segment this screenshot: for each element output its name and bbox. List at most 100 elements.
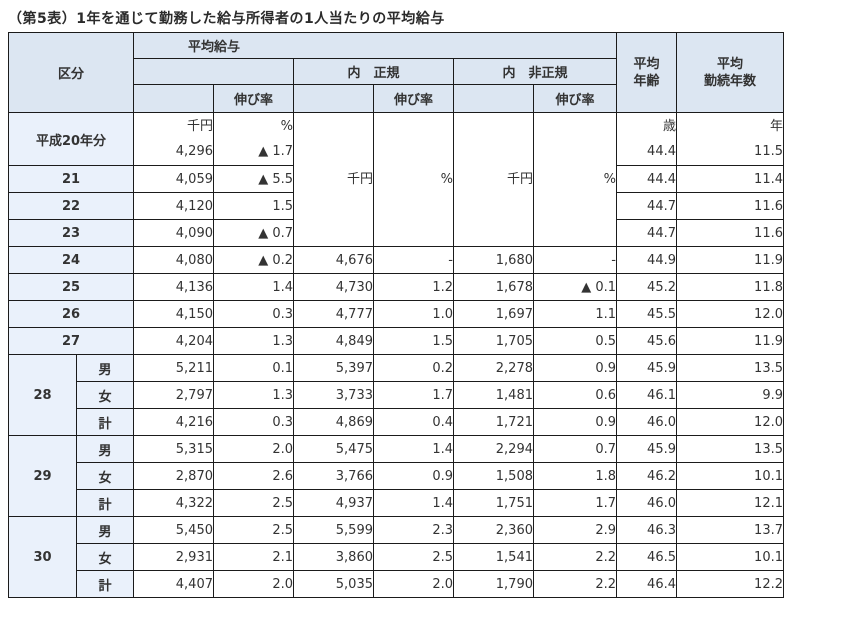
cell-salary-rate-value: ▲ 1.7 [258, 144, 293, 159]
row-gender: 女 [76, 381, 134, 409]
cell-salary: 4,090 [133, 219, 214, 247]
cell-age: 46.2 [616, 462, 677, 490]
header-spacer [453, 84, 534, 113]
cell-salary: 4,204 [133, 327, 214, 355]
cell-salary-unit: 千円 [186, 119, 213, 134]
cell-non-regular-rate: 1.8 [533, 462, 617, 490]
cell-non-regular: 1,705 [453, 327, 534, 355]
cell-salary: 5,211 [133, 354, 214, 382]
cell-age: 歳 44.4 [616, 112, 677, 166]
table-title: （第5表）1年を通じて勤務した給与所得者の1人当たりの平均給与 [8, 11, 445, 27]
cell-non-regular-rate: 0.5 [533, 327, 617, 355]
cell-regular: 5,035 [293, 570, 374, 598]
row-label: 23 [8, 219, 134, 247]
cell-salary-rate: ▲ 0.2 [213, 246, 294, 274]
cell-regular-rate-blank: % [373, 112, 454, 247]
cell-non-regular: 1,541 [453, 543, 534, 571]
cell-salary-rate: 0.3 [213, 408, 294, 436]
row-label: 27 [8, 327, 134, 355]
cell-tenure-value: 11.5 [754, 144, 783, 159]
cell-non-regular-rate: 0.6 [533, 381, 617, 409]
cell-age: 46.4 [616, 570, 677, 598]
cell-age: 46.0 [616, 408, 677, 436]
header-growth-rate-regular: 伸び率 [373, 84, 454, 113]
cell-tenure: 12.0 [676, 408, 784, 436]
cell-age: 45.6 [616, 327, 677, 355]
table-row: 計 4,216 0.3 4,869 0.4 1,721 0.9 46.0 12.0 [9, 408, 784, 436]
table-row: 30 男 5,450 2.5 5,599 2.3 2,360 2.9 46.3 13.7 [8, 516, 784, 598]
row-label: 25 [8, 273, 134, 301]
cell-age: 44.7 [616, 192, 677, 220]
cell-salary: 4,150 [133, 300, 214, 328]
row-label: 28 [8, 354, 77, 436]
cell-age: 46.1 [616, 381, 677, 409]
cell-salary-rate: ▲ 0.7 [213, 219, 294, 247]
row-gender: 男 [76, 516, 134, 544]
page: （第5表）1年を通じて勤務した給与所得者の1人当たりの平均給与 区分 平均給与 … [0, 8, 852, 630]
cell-salary-rate: 2.0 [213, 435, 294, 463]
row-gender: 女 [76, 462, 134, 490]
row-label: 29 [8, 435, 77, 517]
header-avg-tenure-line2: 勤続年数 [703, 73, 756, 89]
cell-salary-rate: 1.3 [213, 327, 294, 355]
cell-regular: 3,766 [293, 462, 374, 490]
cell-age: 45.2 [616, 273, 677, 301]
table-row: 女 2,931 2.1 3,860 2.5 1,541 2.2 46.5 10.1 [9, 543, 784, 571]
cell-non-regular-rate-blank: % [533, 112, 617, 247]
header-kubun: 区分 [8, 32, 134, 113]
cell-non-regular: 2,278 [453, 354, 534, 382]
cell-salary-rate: 1.5 [213, 192, 294, 220]
cell-regular: 5,599 [293, 516, 374, 544]
table-row: 24 4,080 ▲ 0.2 4,676-1,680-44.9 11.9 [8, 246, 784, 274]
table-row: 計 4,407 2.0 5,035 2.0 1,790 2.2 46.4 12.2 [9, 570, 784, 598]
cell-salary: 2,931 [133, 543, 214, 571]
header-avg-tenure: 平均 勤続年数 [676, 32, 784, 113]
cell-regular: 5,397 [293, 354, 374, 382]
cell-regular-blank-unit: 千円 [346, 171, 373, 187]
table-row: 27 4,204 1.3 4,849 1.5 1,705 0.5 45.6 11.9 [8, 327, 784, 355]
header-avg-age-line2: 年齢 [633, 73, 660, 89]
header-avg-age: 平均 年齢 [616, 32, 677, 113]
row-gender: 女 [76, 543, 134, 571]
cell-age: 46.5 [616, 543, 677, 571]
cell-tenure: 12.1 [676, 489, 784, 517]
cell-regular-rate: 1.2 [373, 273, 454, 301]
table-row: 女 2,870 2.6 3,766 0.9 1,508 1.8 46.2 10.1 [9, 462, 784, 490]
cell-regular-rate: 1.0 [373, 300, 454, 328]
cell-tenure: 11.8 [676, 273, 784, 301]
row-label: 24 [8, 246, 134, 274]
cell-tenure: 11.4 [676, 165, 784, 193]
header-avg-tenure-line1: 平均 [716, 56, 743, 72]
cell-non-regular: 1,481 [453, 381, 534, 409]
cell-salary-rate: 1.4 [213, 273, 294, 301]
cell-tenure: 11.9 [676, 327, 784, 355]
cell-regular-rate: 1.7 [373, 381, 454, 409]
cell-non-regular-rate-blank-unit: % [603, 171, 616, 187]
header-avg-salary: 平均給与 [133, 32, 617, 59]
cell-salary-rate: 2.1 [213, 543, 294, 571]
cell-salary-value: 4,296 [175, 144, 213, 159]
cell-salary: 4,322 [133, 489, 214, 517]
cell-regular-rate: - [373, 246, 454, 274]
header-avg-age-line1: 平均 [633, 56, 660, 72]
cell-age: 45.5 [616, 300, 677, 328]
row-gender: 男 [76, 354, 134, 382]
cell-tenure: 年 11.5 [676, 112, 784, 166]
cell-age-unit: 歳 [662, 119, 676, 134]
table-row: 23 4,090 ▲ 0.7 44.7 11.6 [8, 219, 784, 247]
cell-salary: 2,870 [133, 462, 214, 490]
table-row: 平成20年分 千円 4,296% ▲ 1.7 千円% 千円% 歳 44.4 年 11.5 [8, 112, 784, 247]
cell-salary-rate: 1.3 [213, 381, 294, 409]
cell-non-regular-rate: 0.9 [533, 354, 617, 382]
header-avg-salary-label: 平均給与 [187, 40, 240, 55]
cell-regular: 4,777 [293, 300, 374, 328]
cell-salary: 4,216 [133, 408, 214, 436]
cell-salary-rate: ▲ 5.5 [213, 165, 294, 193]
table-row: 26 4,150 0.3 4,777 1.0 1,697 1.1 45.5 12.0 [8, 300, 784, 328]
cell-non-regular-rate: 1.7 [533, 489, 617, 517]
header-spacer [293, 84, 374, 113]
salary-table: 区分 平均給与 平均 年齢 平均 勤続年数 内 正規 内 非正規 伸び率 [8, 32, 784, 598]
cell-salary-rate: 2.6 [213, 462, 294, 490]
cell-tenure-unit: 年 [769, 119, 783, 134]
cell-non-regular-rate: 0.7 [533, 435, 617, 463]
